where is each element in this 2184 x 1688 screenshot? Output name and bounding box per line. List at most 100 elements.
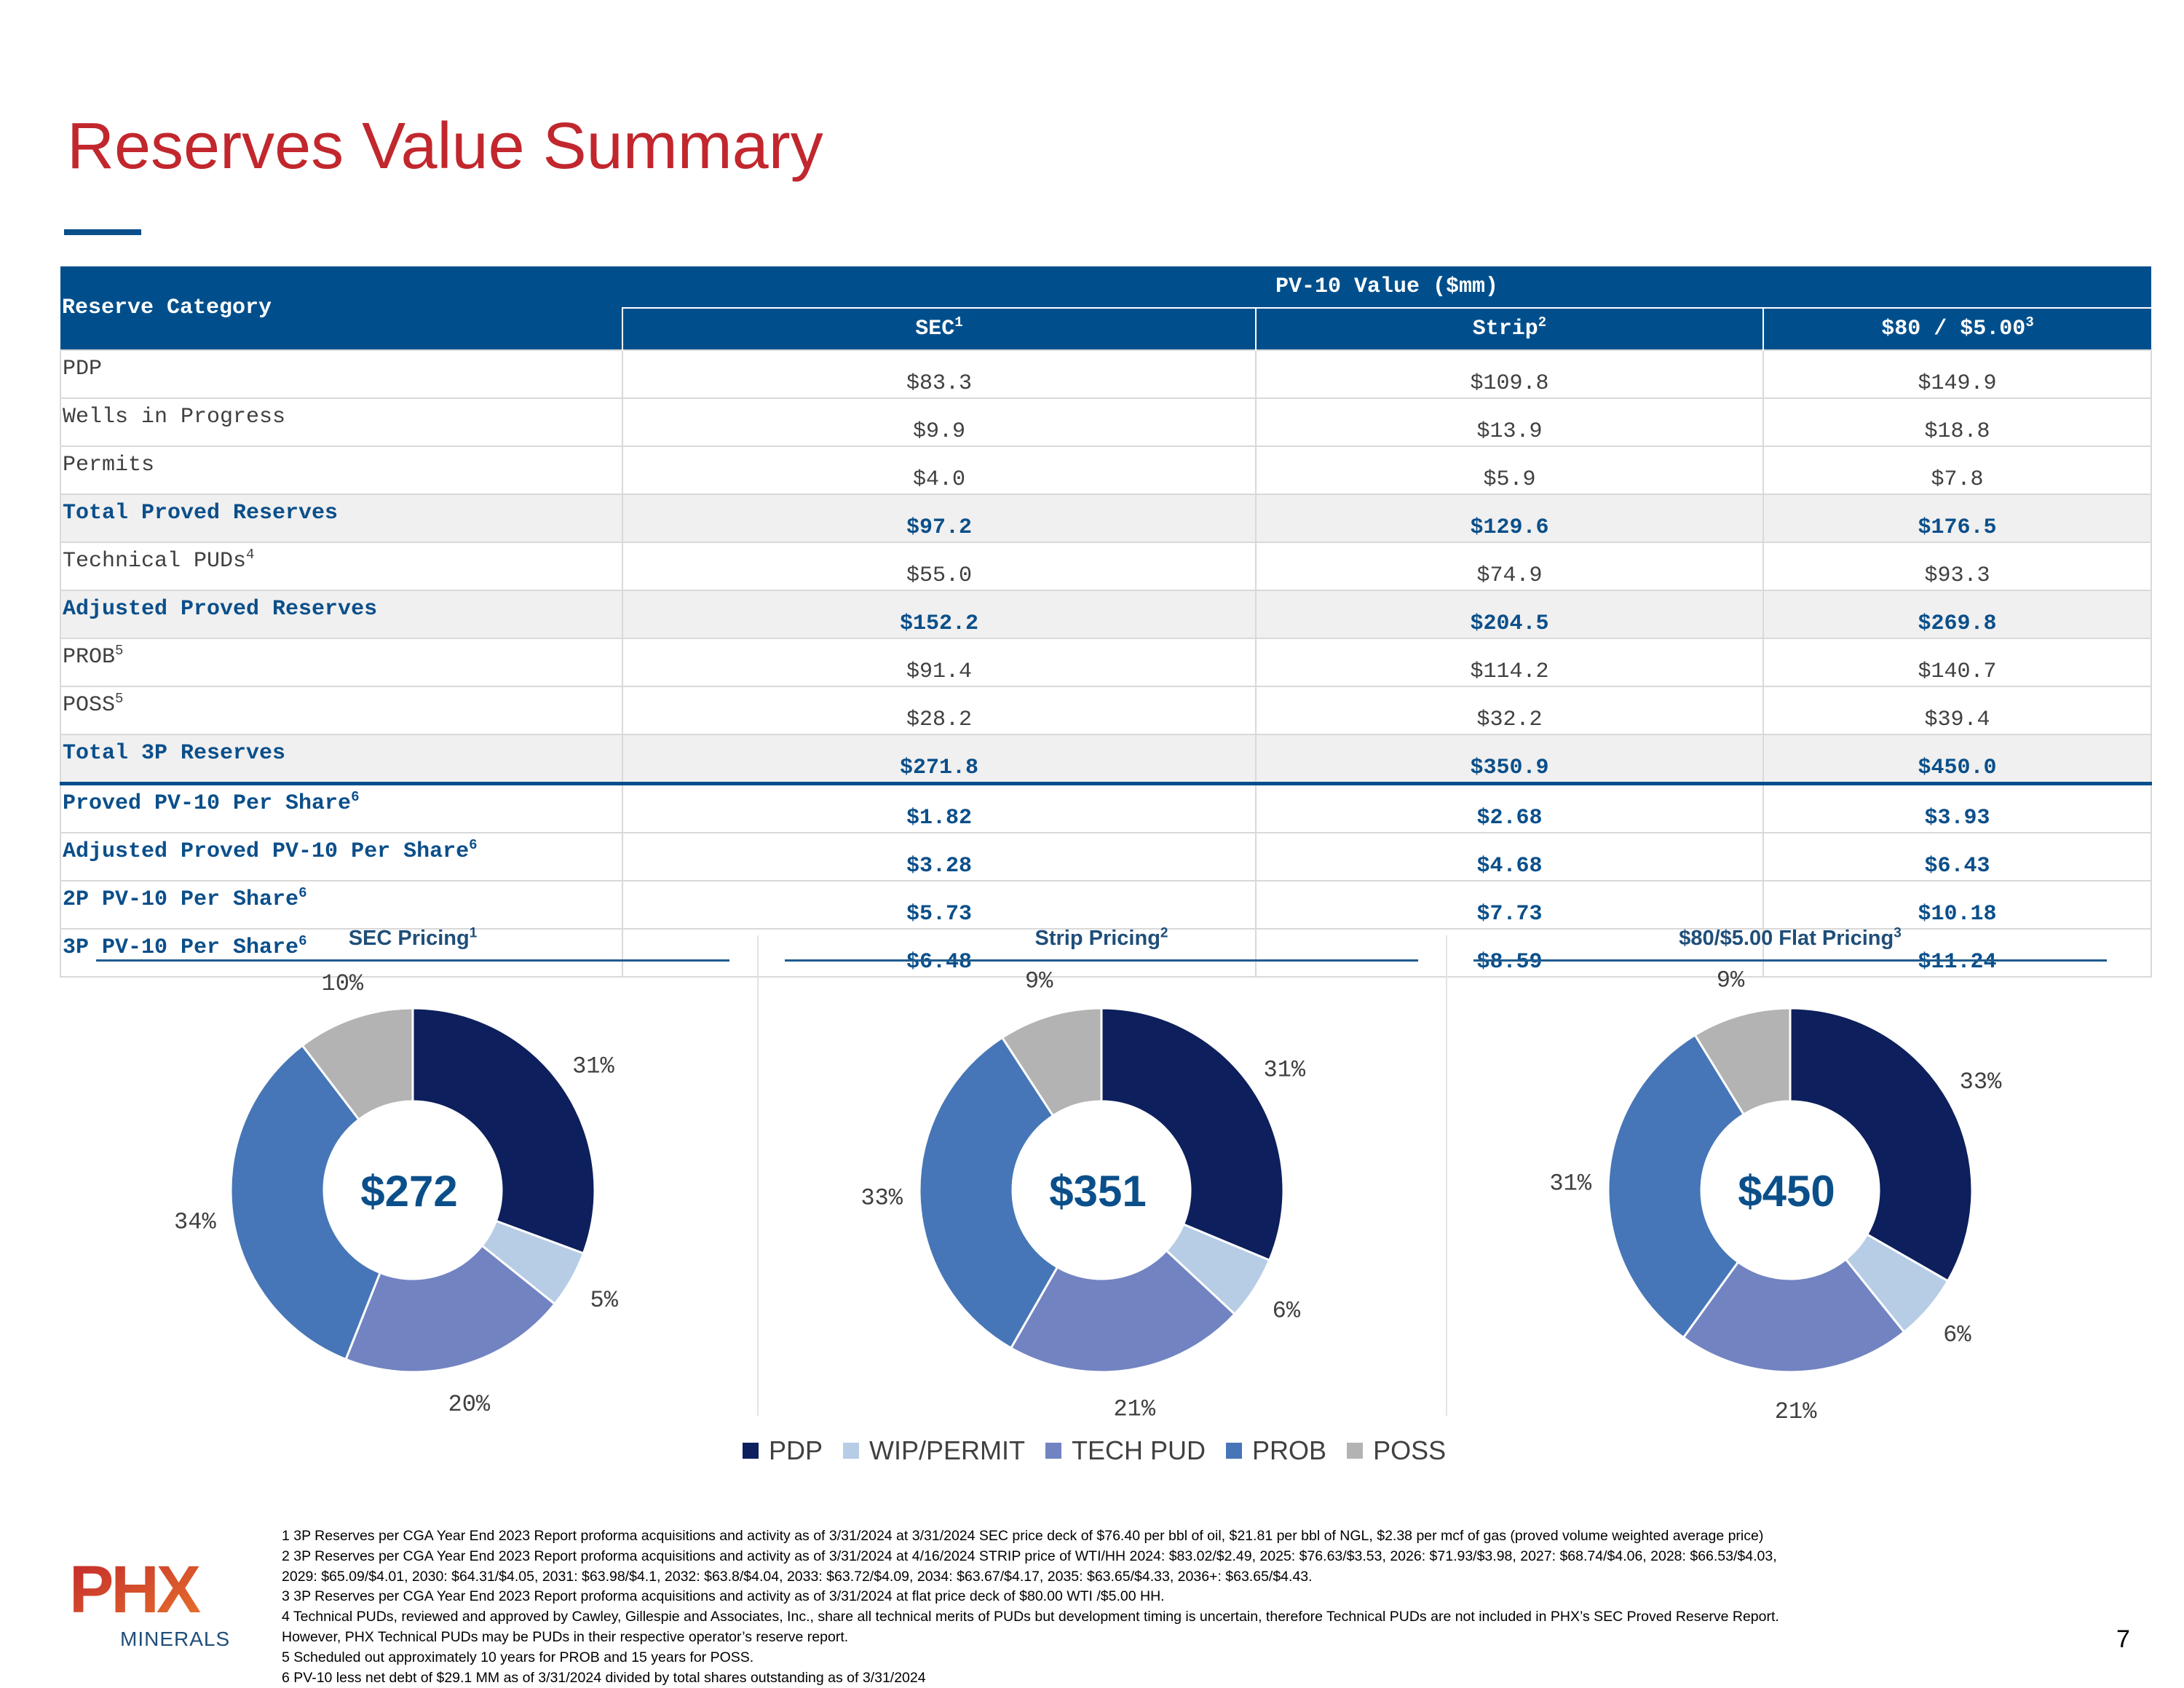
donut-slice-poss	[301, 1007, 414, 1122]
row-label: Proved PV-10 Per Share6	[60, 782, 623, 833]
cell-value: $129.6	[1255, 494, 1764, 543]
cell-value: $97.2	[622, 494, 1257, 543]
cell-value: $28.2	[622, 686, 1257, 735]
logo-sub-text: MINERALS	[120, 1628, 230, 1650]
donut-chart-sec: 31% 5% 20% 34% 10% $272	[174, 970, 619, 1418]
slice-percent-label: 9%	[1025, 968, 1053, 994]
page-number: 7	[2116, 1625, 2130, 1653]
donut-slice-tech-pud	[1682, 1258, 1906, 1374]
table-row: PROB5 $91.4 $114.2 $140.7	[60, 638, 2153, 687]
table-row: Permits $4.0 $5.9 $7.8	[60, 445, 2153, 495]
table-row-total: Adjusted Proved Reserves $152.2 $204.5 $…	[60, 590, 2153, 639]
cell-value: $13.9	[1255, 397, 1764, 447]
chart-legend: PDP WIP/PERMIT TECH PUD PROB POSS	[743, 1433, 1466, 1469]
cell-value: $6.48	[622, 928, 1257, 978]
slice-percent-label: 10%	[321, 970, 363, 997]
row-label: Wells in Progress	[60, 397, 623, 447]
header-reserve-category: Reserve Category	[60, 266, 622, 350]
cell-value: $3.93	[1762, 782, 2153, 833]
donut-chart-strip: 31% 6% 21% 33% 9% $351	[860, 968, 1306, 1419]
cell-value: $4.68	[1255, 832, 1764, 881]
page-title: Reserves Value Summary	[67, 110, 823, 183]
legend-swatch	[1347, 1443, 1364, 1459]
donut-slice-poss	[1693, 1007, 1792, 1117]
row-label: Adjusted Proved PV-10 Per Share6	[60, 832, 623, 881]
chart-title-flat: $80/$5.00 Flat Pricing3	[1679, 925, 1902, 950]
legend-swatch	[743, 1443, 759, 1459]
donut-slice-pdp	[1789, 1007, 1974, 1283]
donut-slice-poss	[1000, 1007, 1103, 1117]
legend-item-wip-permit: WIP/PERMIT	[843, 1435, 1025, 1466]
cell-value: $5.73	[622, 880, 1257, 930]
slice-percent-label: 33%	[860, 1185, 903, 1212]
legend-label: PDP	[769, 1435, 823, 1465]
row-label: 3P PV-10 Per Share6	[60, 928, 623, 978]
cell-value: $176.5	[1762, 494, 2153, 543]
row-label: Total Proved Reserves	[60, 494, 623, 543]
legend-swatch	[1226, 1443, 1243, 1459]
chart-title-rule	[785, 959, 1418, 962]
footnote: 3 3P Reserves per CGA Year End 2023 Repo…	[282, 1588, 1165, 1605]
footnote: 5 Scheduled out approximately 10 years f…	[282, 1649, 754, 1665]
cell-value: $114.2	[1255, 638, 1764, 687]
footnote: 2029: $65.09/$4.01, 2030: $64.31/$4.05, …	[282, 1568, 1313, 1585]
footnote: 4 Technical PUDs, reviewed and approved …	[282, 1609, 1779, 1625]
table-row: Wells in Progress $9.9 $13.9 $18.8	[60, 397, 2153, 447]
slice-percent-label: 6%	[1273, 1298, 1301, 1325]
cell-value: $10.18	[1762, 880, 2153, 930]
slice-percent-label: 6%	[1943, 1321, 1971, 1348]
donut-center-total: $450	[1738, 1167, 1835, 1216]
slice-percent-label: 21%	[1775, 1398, 1817, 1419]
donut-slice-pdp	[1100, 1007, 1285, 1262]
cell-value: $149.9	[1762, 349, 2153, 399]
cell-value: $6.43	[1762, 832, 2153, 881]
donut-slice-prob	[229, 1044, 382, 1361]
table-row-total: Total 3P Reserves $271.8 $350.9 $450.0	[60, 734, 2153, 785]
row-label: 2P PV-10 Per Share6	[60, 880, 623, 930]
title-underline	[64, 229, 141, 235]
cell-value: $91.4	[622, 638, 1257, 687]
slice-percent-label: 5%	[590, 1287, 619, 1314]
cell-value: $9.9	[622, 397, 1257, 447]
table-row: PDP $83.3 $109.8 $149.9	[60, 349, 2153, 399]
chart-title-rule	[96, 959, 729, 962]
row-label: PROB5	[60, 638, 623, 687]
legend-item-tech-pud: TECH PUD	[1045, 1435, 1206, 1466]
table-row-per-share: Proved PV-10 Per Share6 $1.82 $2.68 $3.9…	[60, 782, 2153, 833]
donut-chart-flat: 33% 6% 21% 31% 9% $450	[1549, 968, 2002, 1419]
slice-percent-label: 31%	[1549, 1170, 1591, 1197]
cell-value: $55.0	[622, 542, 1257, 591]
slice-percent-label: 31%	[1264, 1057, 1306, 1084]
row-label: Total 3P Reserves	[60, 734, 623, 785]
header-pv10-value: PV-10 Value ($mm)	[622, 266, 2152, 309]
slice-percent-label: 34%	[174, 1208, 216, 1235]
table-row-total: Total Proved Reserves $97.2 $129.6 $176.…	[60, 494, 2153, 543]
donut-slice-tech-pud	[344, 1244, 557, 1374]
row-label: Adjusted Proved Reserves	[60, 590, 623, 639]
cell-value: $74.9	[1255, 542, 1764, 591]
chart-title-rule	[1473, 959, 2107, 962]
donut-center-total: $351	[1049, 1167, 1146, 1216]
donut-slice-pdp	[411, 1007, 596, 1255]
header-strip: Strip2	[1255, 308, 1763, 350]
legend-swatch	[843, 1443, 860, 1459]
cell-value: $7.73	[1255, 880, 1764, 930]
cell-value: $109.8	[1255, 349, 1764, 399]
slice-percent-label: 33%	[1960, 1069, 2002, 1095]
legend-label: PROB	[1252, 1435, 1327, 1465]
cell-value: $93.3	[1762, 542, 2153, 591]
donut-slice-tech-pud	[1009, 1249, 1237, 1374]
row-label: POSS5	[60, 686, 623, 735]
phx-minerals-logo: PHX MINERALS	[69, 1560, 230, 1650]
cell-value: $152.2	[622, 590, 1257, 639]
table-row-per-share: Adjusted Proved PV-10 Per Share6 $3.28 $…	[60, 832, 2153, 881]
cell-value: $2.68	[1255, 782, 1764, 833]
slice-percent-label: 31%	[572, 1053, 614, 1079]
cell-value: $83.3	[622, 349, 1257, 399]
table-row: Technical PUDs4 $55.0 $74.9 $93.3	[60, 542, 2153, 591]
legend-label: TECH PUD	[1072, 1435, 1206, 1465]
cell-value: $32.2	[1255, 686, 1764, 735]
header-sec: SEC1	[622, 308, 1256, 350]
slice-percent-label: 20%	[448, 1391, 491, 1418]
cell-value: $140.7	[1762, 638, 2153, 687]
